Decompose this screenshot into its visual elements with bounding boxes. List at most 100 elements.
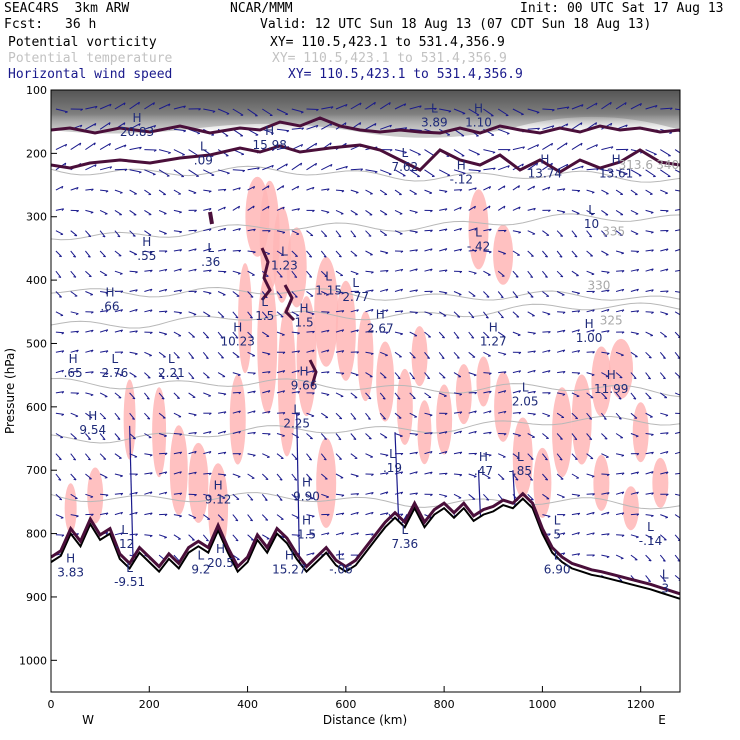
wind-vector-head: [93, 142, 96, 146]
pv-shade-blob: [494, 371, 513, 442]
wind-vector-head: [341, 372, 345, 375]
wind-vector-head: [521, 163, 524, 167]
extremum-letter: L: [517, 450, 524, 464]
wind-vector-head: [669, 132, 672, 134]
extremum-value: -9.51: [114, 575, 145, 589]
wind-vector: [247, 331, 254, 338]
extremum-letter: L: [389, 447, 396, 461]
wind-vector-head: [250, 316, 253, 319]
wind-vector: [291, 473, 298, 481]
wind-vector-head: [238, 249, 242, 253]
wind-vector: [512, 411, 521, 414]
wind-vector-head: [681, 270, 683, 272]
wind-vector-head: [665, 230, 669, 233]
wind-vector-head: [397, 377, 401, 380]
wind-vector: [100, 350, 109, 353]
wind-vector-head: [562, 371, 566, 374]
wind-vector: [394, 230, 403, 235]
wind-vector-head: [533, 332, 536, 335]
wind-vector-head: [294, 458, 298, 460]
pv-shade-blob: [257, 273, 278, 414]
wind-vector-head: [591, 475, 595, 478]
wind-vector: [601, 146, 614, 151]
wind-vector: [232, 410, 241, 414]
wind-vector-head: [209, 228, 212, 232]
pv-shade-blob: [552, 387, 573, 478]
wind-vector: [99, 250, 106, 258]
wind-vector-head: [252, 454, 256, 457]
forecast-label: Fcst:: [4, 17, 44, 32]
wind-vector-head: [515, 478, 519, 481]
wind-vector: [630, 189, 638, 196]
wind-vector: [675, 229, 680, 232]
wind-vector-head: [309, 276, 312, 278]
wind-vector-head: [138, 171, 142, 174]
wind-vector: [660, 248, 669, 252]
wind-vector-head: [621, 309, 625, 313]
wind-vector-head: [648, 397, 652, 400]
pv-shade-blob: [476, 356, 491, 407]
wind-vector-head: [179, 451, 183, 455]
wind-vector-head: [665, 210, 669, 213]
wind-vector: [99, 103, 112, 110]
wind-vector: [424, 412, 433, 416]
wind-vector: [424, 248, 433, 252]
wind-vector: [556, 412, 565, 418]
wind-vector-head: [164, 333, 167, 336]
wind-vector: [394, 169, 406, 177]
wind-vector: [675, 269, 680, 272]
wind-vector-head: [150, 269, 153, 273]
wind-vector-head: [604, 397, 608, 400]
wind-vector: [203, 493, 212, 497]
wind-vector: [660, 432, 669, 434]
extremum-value: 9.2: [191, 562, 210, 576]
wind-vector-head: [179, 312, 183, 315]
theta-label: 330: [587, 279, 610, 293]
wind-vector-head: [596, 168, 599, 171]
wind-vector-head: [681, 249, 683, 251]
wind-vector: [173, 209, 182, 213]
wind-vector: [321, 188, 330, 191]
wind-vector-head: [636, 536, 639, 539]
wind-vector: [321, 163, 333, 171]
wind-vector: [645, 249, 654, 252]
wind-vector-head: [250, 519, 253, 522]
wind-vector-head: [665, 493, 669, 497]
pv-shade-blob: [411, 326, 428, 387]
wind-vector-head: [282, 351, 286, 355]
wind-vector: [542, 270, 548, 278]
wind-vector-head: [194, 494, 197, 497]
wind-vector-head: [179, 249, 183, 252]
wind-vector: [188, 534, 195, 541]
wind-vector-head: [485, 316, 489, 319]
wind-vector-head: [223, 474, 227, 477]
wind-vector-head: [356, 532, 359, 536]
wind-vector-head: [503, 390, 507, 393]
wind-vector: [144, 169, 156, 175]
wind-vector: [468, 149, 480, 155]
wind-vector: [247, 108, 258, 117]
wind-vector: [365, 392, 372, 400]
wind-vector: [409, 149, 421, 156]
extremum-letter: L: [647, 520, 654, 534]
wind-vector: [203, 228, 212, 232]
wind-vector-head: [444, 269, 448, 273]
wind-vector: [321, 392, 330, 396]
wind-vector: [409, 412, 418, 418]
wind-vector: [498, 371, 507, 374]
wind-vector-head: [474, 452, 478, 456]
wind-vector: [512, 185, 520, 191]
wind-vector: [291, 208, 300, 211]
extremum-letter: L: [281, 244, 288, 258]
wind-vector-head: [430, 248, 433, 252]
wind-vector: [144, 309, 153, 313]
wind-vector: [232, 514, 239, 522]
valid-time: Valid: 12 UTC Sun 18 Aug 13 (07 CDT Sun …: [260, 17, 652, 32]
wind-vector: [483, 291, 490, 298]
wind-vector-head: [444, 208, 448, 211]
wind-vector: [218, 392, 227, 395]
wind-vector: [660, 290, 669, 292]
wind-vector: [144, 351, 152, 356]
legend-potential-vorticity: Potential vorticity: [8, 35, 157, 50]
pv-shade-blob: [152, 387, 167, 478]
